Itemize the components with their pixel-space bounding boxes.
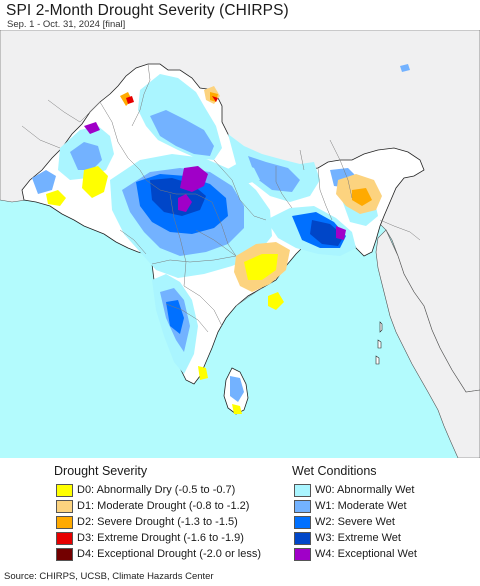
legend-swatch-w2 — [294, 516, 311, 529]
legend-swatch-w1 — [294, 500, 311, 513]
legend-label-w1: W1: Moderate Wet — [315, 500, 407, 512]
legend-wet-heading: Wet Conditions — [292, 464, 377, 478]
map-title: SPI 2-Month Drought Severity (CHIRPS) — [6, 2, 289, 19]
legend-label-w4: W4: Exceptional Wet — [315, 548, 417, 560]
legend-label-w0: W0: Abnormally Wet — [315, 484, 415, 496]
legend-label-d3: D3: Extreme Drought (-1.6 to -1.9) — [77, 532, 244, 544]
outside-land-southeast — [375, 229, 480, 458]
legend-label-d1: D1: Moderate Drought (-0.8 to -1.2) — [77, 500, 250, 512]
andaman-islands — [375, 321, 383, 365]
legend-label-d2: D2: Severe Drought (-1.3 to -1.5) — [77, 516, 238, 528]
legend-swatch-w4 — [294, 548, 311, 561]
wet-areas — [32, 74, 378, 402]
legend: Drought Severity Wet Conditions D0: Abno… — [0, 459, 480, 569]
boundaries — [21, 63, 421, 333]
legend-swatch-d0 — [56, 484, 73, 497]
source-credit: Source: CHIRPS, UCSB, Climate Hazards Ce… — [4, 571, 214, 582]
legend-swatch-d2 — [56, 516, 73, 529]
drought-map — [0, 30, 480, 458]
legend-drought-heading: Drought Severity — [54, 464, 148, 478]
legend-swatch-d4 — [56, 548, 73, 561]
map-subtitle: Sep. 1 - Oct. 31, 2024 [final] — [7, 19, 126, 30]
legend-swatch-d3 — [56, 532, 73, 545]
legend-swatch-w3 — [294, 532, 311, 545]
legend-swatch-d1 — [56, 500, 73, 513]
legend-label-w2: W2: Severe Wet — [315, 516, 395, 528]
legend-label-w3: W3: Extreme Wet — [315, 532, 401, 544]
legend-label-d0: D0: Abnormally Dry (-0.5 to -0.7) — [77, 484, 236, 496]
legend-swatch-w0 — [294, 484, 311, 497]
drought-areas — [46, 64, 410, 414]
legend-label-d4: D4: Exceptional Drought (-2.0 or less) — [77, 548, 262, 560]
